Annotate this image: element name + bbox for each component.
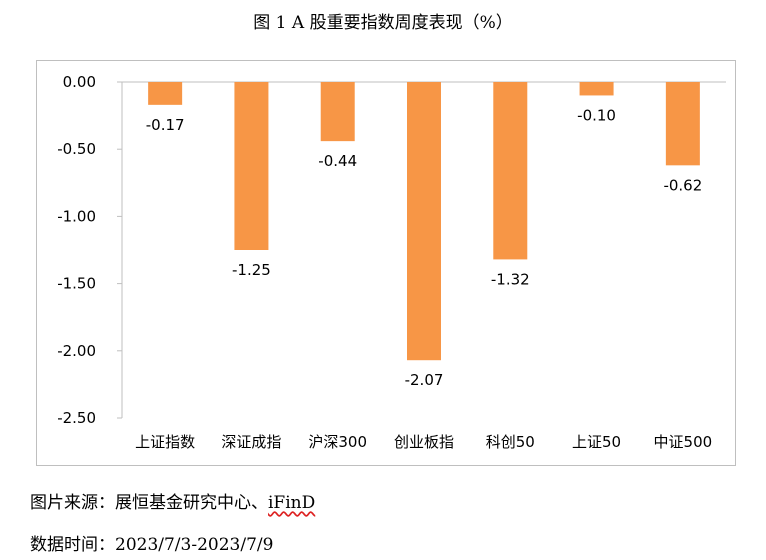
category-label-3: 创业板指 [394, 433, 454, 451]
source-text: 展恒基金研究中心、 [115, 493, 268, 513]
category-label-6: 中证500 [654, 433, 713, 451]
y-tick-label: -1.00 [57, 207, 96, 225]
bar-0 [148, 82, 183, 105]
bar-2 [320, 82, 355, 142]
source-ifind: iFinD [268, 493, 316, 513]
data-label-1: -1.25 [232, 261, 271, 279]
data-label-5: -0.10 [577, 106, 616, 124]
y-tick-label: -2.00 [57, 342, 96, 360]
y-axis-ticks: 0.00 -0.50 -1.00 -1.50 -2.00 -2.50 [57, 73, 122, 427]
data-label-2: -0.44 [318, 152, 357, 170]
data-time-text: 2023/7/3-2023/7/9 [115, 535, 274, 555]
source-label: 图片来源： [30, 493, 115, 513]
bars [148, 82, 700, 361]
bar-5 [579, 82, 614, 96]
chart-frame [36, 60, 736, 466]
data-label-3: -2.07 [405, 371, 444, 389]
chart-title: 图 1 A 股重要指数周度表现（%） [253, 13, 513, 33]
category-label-4: 科创50 [486, 433, 535, 451]
data-label-0: -0.17 [146, 116, 185, 134]
bar-1 [234, 82, 269, 250]
category-label-1: 深证成指 [221, 433, 281, 451]
y-tick-label: -1.50 [57, 275, 96, 293]
category-label-0: 上证指数 [135, 433, 195, 451]
data-time-label: 数据时间： [30, 535, 115, 555]
y-tick-label: -0.50 [57, 140, 96, 158]
y-tick-label: -2.50 [57, 409, 96, 427]
data-label-4: -1.32 [491, 270, 530, 288]
bar-4 [493, 82, 528, 260]
category-label-2: 沪深300 [308, 433, 367, 451]
source-note: 图片来源：展恒基金研究中心、iFinD [30, 488, 315, 513]
bar-3 [407, 82, 441, 361]
category-labels: 上证指数 深证成指 沪深300 创业板指 科创50 上证50 中证500 [135, 433, 712, 451]
data-labels: -0.17 -1.25 -0.44 -2.07 -1.32 -0.10 -0.62 [146, 106, 703, 389]
bar-chart: 0.00 -0.50 -1.00 -1.50 -2.00 -2.50 -0.17 -1.25… [57, 73, 726, 451]
category-label-5: 上证50 [572, 433, 621, 451]
data-time-note: 数据时间：2023/7/3-2023/7/9 [30, 530, 273, 555]
data-label-6: -0.62 [663, 176, 702, 194]
y-tick-label: 0.00 [63, 73, 96, 91]
bar-6 [665, 82, 700, 166]
